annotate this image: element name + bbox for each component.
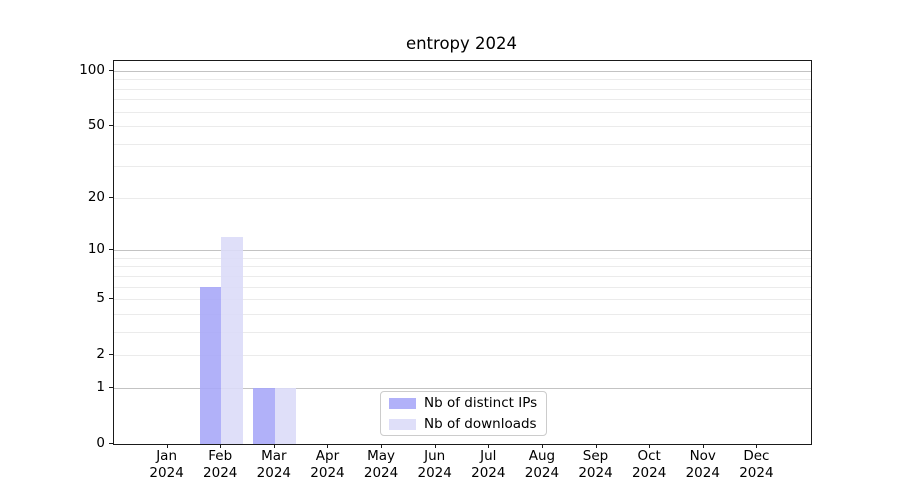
minor-gridline xyxy=(114,299,811,301)
major-gridline xyxy=(114,387,811,389)
x-tick-label-jul: Jul 2024 xyxy=(471,448,506,481)
y-tick-mark xyxy=(109,125,113,127)
bar-feb-downloads xyxy=(221,236,243,444)
bar-mar-downloads xyxy=(274,387,297,444)
y-tick-mark xyxy=(109,70,113,71)
x-tick-label-aug: Aug 2024 xyxy=(524,448,560,481)
y-tick-label: 100 xyxy=(79,62,105,78)
x-tick-label-jun: Jun 2024 xyxy=(417,448,452,481)
minor-gridline xyxy=(114,313,811,315)
x-tick-mark xyxy=(702,444,704,448)
x-tick-mark xyxy=(273,444,275,448)
plot-area xyxy=(113,60,812,445)
x-tick-label-may: May 2024 xyxy=(363,448,399,481)
y-tick-label: 2 xyxy=(96,346,105,363)
legend: Nb of distinct IPs Nb of downloads xyxy=(380,391,547,436)
x-tick-label-nov: Nov 2024 xyxy=(685,448,720,481)
legend-item-downloads: Nb of downloads xyxy=(381,415,546,433)
y-tick-mark xyxy=(109,298,113,300)
bar-mar-distinct-ips xyxy=(253,387,275,444)
y-tick-mark xyxy=(109,354,113,356)
x-tick-mark xyxy=(166,444,168,448)
x-tick-label-dec: Dec 2024 xyxy=(739,448,774,481)
x-tick-mark xyxy=(595,444,597,448)
minor-gridline xyxy=(114,355,811,357)
chart-title: entropy 2024 xyxy=(405,34,518,53)
minor-gridline xyxy=(114,286,811,288)
x-tick-mark xyxy=(220,444,222,448)
x-tick-mark xyxy=(649,444,651,448)
y-tick-mark xyxy=(109,196,113,198)
x-tick-label-jan: Jan 2024 xyxy=(149,448,184,481)
x-tick-label-oct: Oct 2024 xyxy=(631,448,667,481)
x-tick-mark xyxy=(756,444,758,448)
y-tick-label: 1 xyxy=(96,378,105,395)
minor-gridline xyxy=(114,88,811,90)
y-tick-label: 5 xyxy=(96,290,105,307)
y-tick-mark xyxy=(109,249,113,251)
minor-gridline xyxy=(114,79,811,81)
x-tick-label-feb: Feb 2024 xyxy=(203,448,238,481)
minor-gridline xyxy=(114,331,811,333)
x-tick-mark xyxy=(434,444,436,448)
legend-label-distinct-ips: Nb of distinct IPs xyxy=(424,395,538,411)
minor-gridline xyxy=(114,266,811,268)
x-tick-mark xyxy=(488,444,490,448)
y-tick-label: 20 xyxy=(87,188,105,205)
y-tick-label: 10 xyxy=(87,241,105,258)
x-tick-label-mar: Mar 2024 xyxy=(256,448,292,481)
legend-item-distinct-ips: Nb of distinct IPs xyxy=(381,394,546,412)
minor-gridline xyxy=(114,99,811,101)
x-tick-mark xyxy=(381,444,383,448)
x-tick-mark xyxy=(541,444,543,448)
x-tick-label-sep: Sep 2024 xyxy=(578,448,613,481)
major-gridline xyxy=(114,71,811,72)
y-tick-mark xyxy=(109,386,113,388)
minor-gridline xyxy=(114,143,811,145)
minor-gridline xyxy=(114,166,811,168)
bar-feb-distinct-ips xyxy=(199,286,222,444)
legend-label-downloads: Nb of downloads xyxy=(424,416,537,432)
x-tick-mark xyxy=(327,444,329,448)
x-tick-label-apr: Apr 2024 xyxy=(310,448,345,481)
minor-gridline xyxy=(114,275,811,277)
minor-gridline xyxy=(114,257,811,259)
minor-gridline xyxy=(114,111,811,113)
y-tick-mark xyxy=(109,443,113,444)
y-tick-label: 50 xyxy=(87,117,105,134)
legend-swatch-downloads xyxy=(389,418,416,430)
minor-gridline xyxy=(114,126,811,128)
y-tick-label: 0 xyxy=(96,435,105,451)
legend-swatch-distinct-ips xyxy=(389,397,416,409)
major-gridline xyxy=(114,250,811,252)
minor-gridline xyxy=(114,197,811,199)
